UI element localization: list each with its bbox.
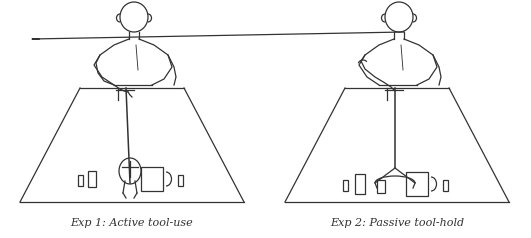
Bar xyxy=(343,180,348,191)
Bar xyxy=(78,175,83,186)
Bar xyxy=(377,180,385,193)
Bar xyxy=(443,180,448,191)
Bar xyxy=(141,167,163,191)
Text: Exp 2: Passive tool-hold: Exp 2: Passive tool-hold xyxy=(330,218,464,228)
Text: Exp 1: Active tool-use: Exp 1: Active tool-use xyxy=(71,218,193,228)
Bar xyxy=(88,171,96,187)
Bar xyxy=(355,174,365,194)
Bar xyxy=(178,175,183,186)
Bar xyxy=(406,172,428,196)
